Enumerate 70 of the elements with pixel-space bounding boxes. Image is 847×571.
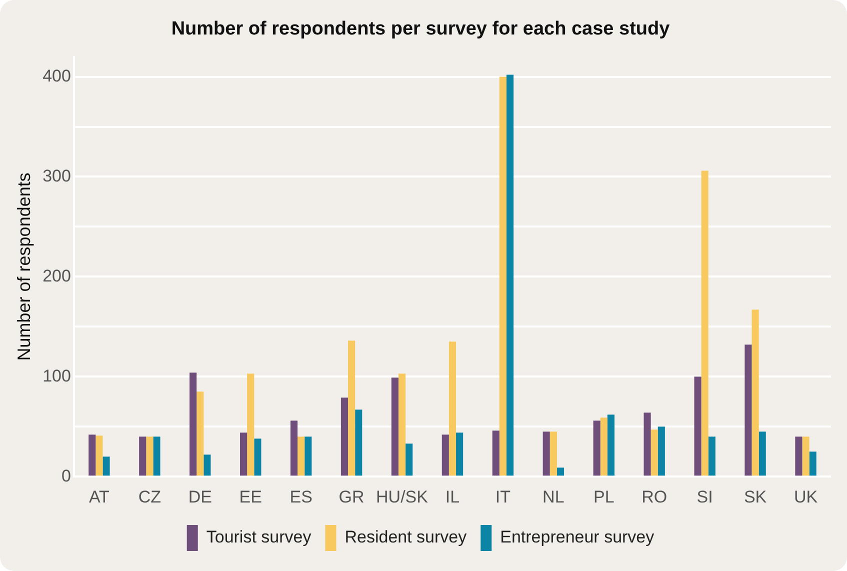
bar	[355, 410, 362, 476]
legend-label: Resident survey	[344, 528, 468, 547]
bar	[644, 412, 651, 476]
bar	[506, 74, 514, 476]
bar	[196, 392, 204, 476]
x-tick-label: EE	[239, 487, 262, 506]
bar	[650, 430, 658, 476]
bar	[456, 432, 464, 476]
y-axis-title: Number of respondents	[14, 172, 34, 361]
bar	[795, 436, 802, 476]
bar	[607, 414, 614, 476]
bar	[240, 432, 248, 476]
bar	[298, 436, 305, 476]
bar	[190, 372, 197, 476]
bar	[247, 374, 254, 476]
y-tick-label: 400	[42, 66, 71, 86]
x-tick-label: ES	[290, 487, 312, 506]
x-tick-label: IT	[495, 487, 511, 506]
bar	[102, 456, 110, 476]
bar	[348, 340, 356, 476]
x-tick-label: SI	[696, 487, 713, 506]
x-tick-label: UK	[794, 487, 818, 506]
bar	[153, 436, 160, 476]
bar	[442, 434, 449, 476]
x-tick-label: GR	[338, 487, 364, 506]
bar	[809, 452, 816, 476]
bar	[448, 342, 456, 476]
bar	[708, 436, 716, 476]
bar	[398, 374, 406, 476]
x-tick-label: IL	[445, 487, 460, 506]
bar	[600, 418, 608, 476]
chart-title: Number of respondents per survey for each case study	[171, 18, 670, 40]
x-tick-label: CZ	[138, 487, 162, 506]
bar	[593, 420, 600, 476]
x-tick-label: PL	[593, 487, 614, 506]
x-tick-label: AT	[88, 487, 110, 506]
bar	[146, 436, 154, 476]
bar	[758, 432, 766, 476]
bar	[802, 436, 810, 476]
y-tick-label: 200	[42, 266, 71, 286]
legend-label: Tourist survey	[206, 528, 312, 547]
x-tick-label: SK	[744, 487, 768, 506]
bar	[550, 432, 557, 476]
bar	[492, 430, 500, 476]
bar	[340, 398, 348, 476]
y-tick-label: 100	[42, 366, 71, 386]
bar	[694, 376, 702, 476]
bar	[499, 76, 506, 476]
bar	[658, 426, 665, 476]
bar	[542, 432, 550, 476]
y-tick-label: 0	[61, 466, 71, 486]
bar	[556, 468, 564, 476]
x-tick-label: NL	[542, 487, 564, 506]
bar	[254, 438, 262, 476]
bar	[752, 310, 759, 476]
x-tick-label: DE	[188, 487, 212, 506]
y-tick-label: 300	[42, 166, 71, 186]
legend-label: Entrepreneur survey	[500, 528, 655, 547]
bar	[139, 436, 146, 476]
bar	[204, 454, 211, 476]
x-tick-label: RO	[642, 487, 668, 506]
x-tick-label: HU/SK	[376, 487, 429, 506]
bar	[96, 436, 103, 476]
bar	[744, 344, 752, 476]
bar	[406, 444, 413, 476]
bar	[88, 434, 96, 476]
bar	[701, 170, 708, 476]
bar	[290, 420, 298, 476]
bar	[391, 378, 398, 476]
bar	[304, 436, 312, 476]
